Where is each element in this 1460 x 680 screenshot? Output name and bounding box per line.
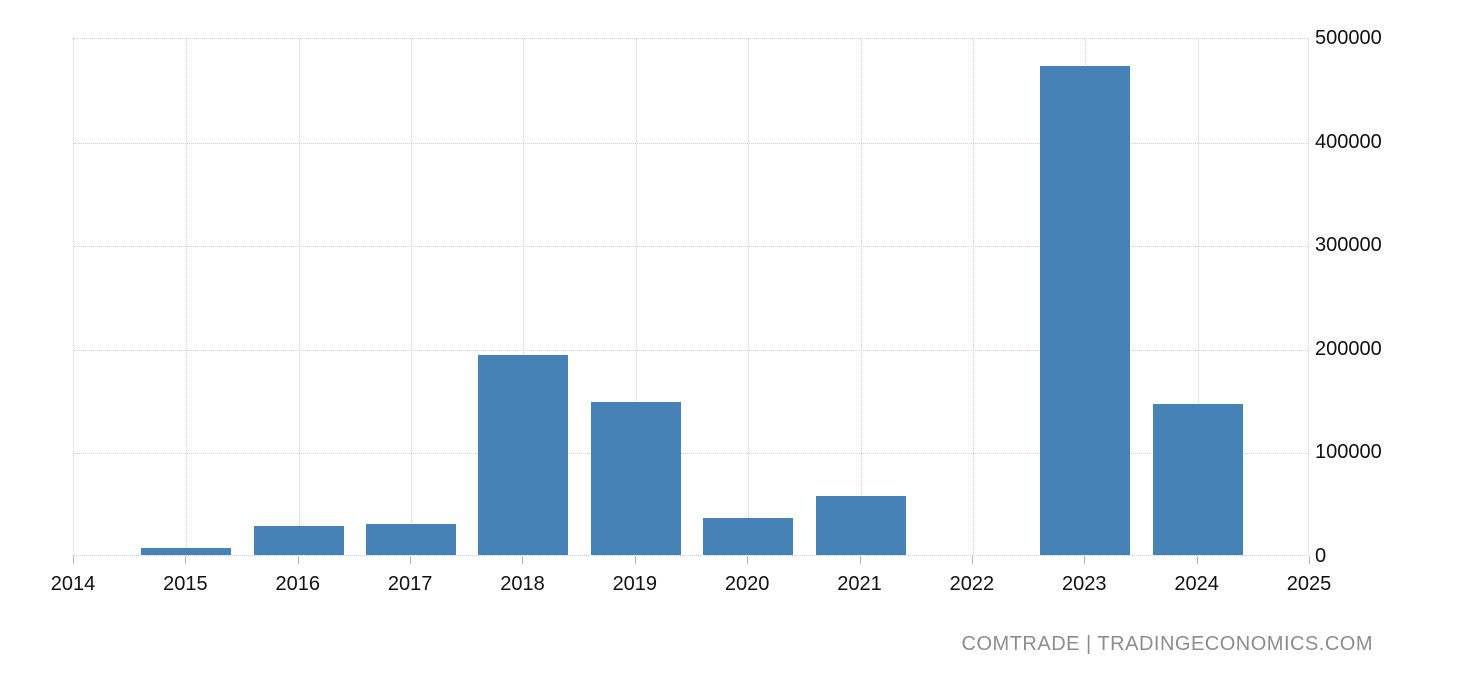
bar-2023[interactable] bbox=[1040, 66, 1131, 555]
x-tick-label: 2023 bbox=[1062, 573, 1107, 595]
bar-2017[interactable] bbox=[366, 523, 457, 555]
x-tick-label: 2020 bbox=[724, 573, 770, 595]
x-tick bbox=[297, 556, 299, 564]
x-tick bbox=[73, 556, 74, 564]
y-tick-label: 100000 bbox=[1315, 441, 1382, 464]
y-tick-label: 300000 bbox=[1315, 234, 1382, 257]
x-tick bbox=[1196, 556, 1198, 564]
x-tick bbox=[747, 556, 749, 564]
x-tick-label: 2014 bbox=[50, 573, 96, 595]
y-tick-label: 500000 bbox=[1315, 27, 1382, 49]
x-tick-label: 2021 bbox=[837, 573, 882, 595]
bar-2018[interactable] bbox=[478, 355, 569, 555]
y-tick-label: 400000 bbox=[1315, 130, 1382, 153]
h-gridline bbox=[74, 142, 1308, 144]
v-gridline bbox=[635, 39, 637, 555]
x-tick bbox=[1309, 556, 1310, 564]
h-gridline bbox=[74, 349, 1308, 351]
bar-2015[interactable] bbox=[141, 547, 232, 555]
x-tick-label: 2019 bbox=[612, 573, 658, 595]
x-tick bbox=[522, 556, 524, 564]
v-gridline bbox=[860, 39, 862, 555]
x-tick bbox=[185, 556, 187, 564]
bar-2019[interactable] bbox=[590, 401, 681, 555]
v-gridline bbox=[972, 39, 974, 555]
bar-2021[interactable] bbox=[815, 495, 906, 555]
h-gridline bbox=[74, 453, 1308, 455]
x-tick-label: 2018 bbox=[500, 573, 545, 595]
x-tick-label: 2024 bbox=[1174, 573, 1219, 595]
bar-2016[interactable] bbox=[253, 526, 344, 555]
bar-2024[interactable] bbox=[1152, 403, 1243, 555]
v-gridline bbox=[411, 39, 413, 555]
x-tick bbox=[634, 556, 636, 564]
x-tick bbox=[410, 556, 412, 564]
x-tick bbox=[971, 556, 973, 564]
x-tick-label: 2015 bbox=[163, 573, 208, 595]
x-tick bbox=[859, 556, 861, 564]
bar-2020[interactable] bbox=[703, 517, 794, 555]
plot-area[interactable] bbox=[73, 38, 1309, 556]
v-gridline bbox=[298, 39, 300, 555]
y-tick-label: 0 bbox=[1315, 545, 1327, 567]
v-gridline bbox=[748, 39, 750, 555]
watermark: COMTRADE | TRADINGECONOMICS.COM bbox=[961, 633, 1373, 655]
v-gridline bbox=[523, 39, 525, 555]
x-tick-label: 2017 bbox=[387, 573, 433, 595]
h-gridline bbox=[74, 246, 1308, 248]
v-gridline bbox=[186, 39, 188, 555]
v-gridline bbox=[1197, 39, 1199, 555]
x-tick-label: 2022 bbox=[949, 573, 995, 595]
x-tick-label: 2025 bbox=[1286, 573, 1332, 595]
y-tick-label: 200000 bbox=[1315, 337, 1382, 360]
x-tick bbox=[1084, 556, 1086, 564]
x-tick-label: 2016 bbox=[275, 573, 320, 595]
